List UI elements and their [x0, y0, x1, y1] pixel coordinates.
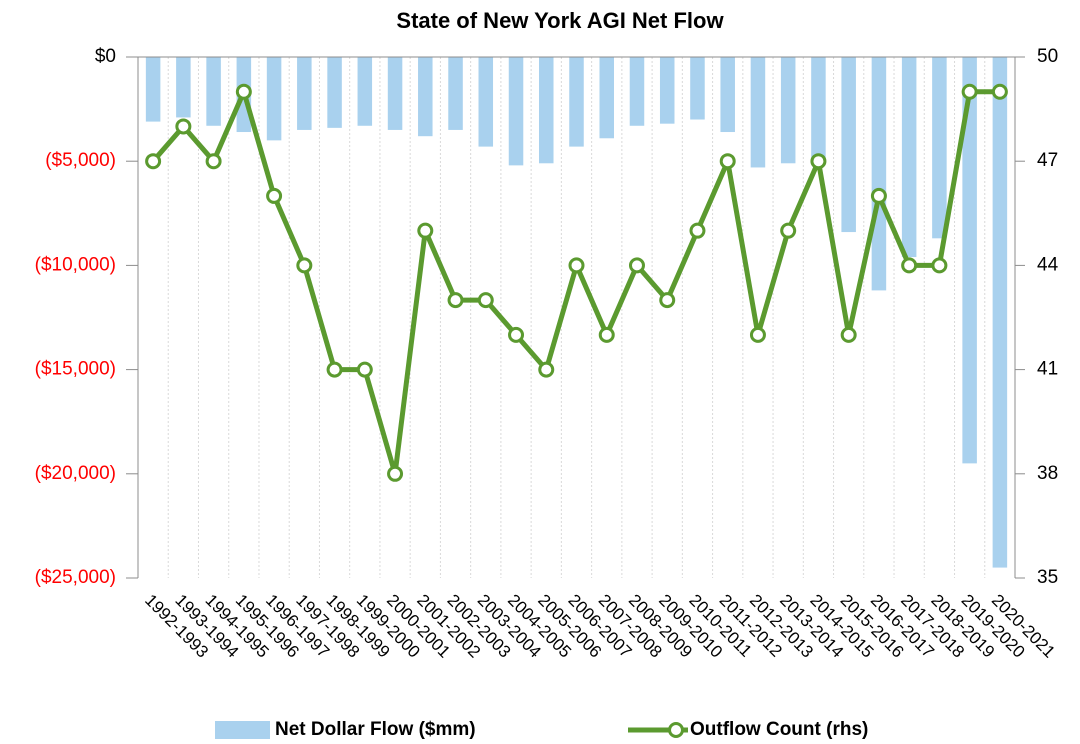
- y-tick-label: ($15,000): [35, 359, 116, 380]
- chart-title: State of New York AGI Net Flow: [396, 8, 724, 33]
- line-marker: [961, 83, 978, 100]
- line-marker: [870, 187, 887, 204]
- bar: [901, 57, 917, 258]
- bar: [387, 57, 403, 130]
- line-marker: [326, 361, 343, 378]
- y-tick-label: ($20,000): [35, 463, 116, 484]
- bar: [629, 57, 645, 126]
- bar: [176, 57, 191, 118]
- line-marker: [659, 292, 676, 309]
- bar: [871, 57, 887, 291]
- bar: [448, 57, 463, 130]
- bar: [690, 57, 705, 120]
- y2-tick-label: 47: [1037, 150, 1058, 171]
- y2-tick-label: 41: [1037, 359, 1058, 380]
- bar: [659, 57, 675, 124]
- line-marker: [266, 187, 283, 204]
- line-marker: [296, 257, 313, 274]
- line-marker: [508, 326, 525, 343]
- bar: [539, 57, 554, 164]
- bar: [962, 57, 977, 464]
- legend-label: Net Dollar Flow ($mm): [275, 719, 476, 740]
- legend-marker: [668, 722, 684, 738]
- bar: [780, 57, 796, 164]
- bar: [327, 57, 342, 128]
- bar: [992, 57, 1008, 568]
- bar: [841, 57, 856, 233]
- y-tick-label: ($25,000): [35, 567, 116, 588]
- line-marker: [175, 118, 192, 135]
- y-tick-label: $0: [95, 46, 116, 67]
- line-marker: [628, 257, 645, 274]
- legend-swatch: [215, 721, 270, 739]
- bar: [569, 57, 584, 147]
- line-marker: [598, 326, 615, 343]
- line-marker: [356, 361, 373, 378]
- bar: [266, 57, 282, 141]
- line-marker: [205, 153, 222, 170]
- bar: [297, 57, 312, 130]
- line-marker: [145, 153, 162, 170]
- line-marker: [991, 83, 1008, 100]
- bar: [811, 57, 826, 160]
- line-marker: [810, 153, 827, 170]
- line-marker: [840, 326, 857, 343]
- bar: [357, 57, 373, 126]
- y2-tick-label: 44: [1037, 254, 1059, 275]
- bar: [418, 57, 433, 137]
- line-marker: [689, 222, 706, 239]
- line-marker: [901, 257, 918, 274]
- bar: [206, 57, 221, 126]
- bar: [599, 57, 614, 139]
- line-marker: [780, 222, 797, 239]
- line-marker: [749, 326, 766, 343]
- line-marker: [235, 83, 252, 100]
- line-marker: [477, 292, 494, 309]
- y2-tick-label: 38: [1037, 463, 1058, 484]
- line-marker: [538, 361, 555, 378]
- line-marker: [447, 292, 464, 309]
- line-marker: [568, 257, 585, 274]
- line-marker: [417, 222, 434, 239]
- bar: [508, 57, 524, 166]
- legend-label: Outflow Count (rhs): [690, 719, 868, 740]
- bar: [720, 57, 735, 133]
- y2-tick-label: 50: [1037, 46, 1058, 67]
- bar: [145, 57, 161, 122]
- bar: [932, 57, 947, 239]
- line-marker: [719, 153, 736, 170]
- bar: [478, 57, 494, 147]
- line-marker: [387, 465, 404, 482]
- y2-tick-label: 35: [1037, 567, 1058, 588]
- bar: [750, 57, 766, 168]
- y-tick-label: ($5,000): [45, 150, 116, 171]
- y-tick-label: ($10,000): [35, 254, 116, 275]
- line-marker: [931, 257, 948, 274]
